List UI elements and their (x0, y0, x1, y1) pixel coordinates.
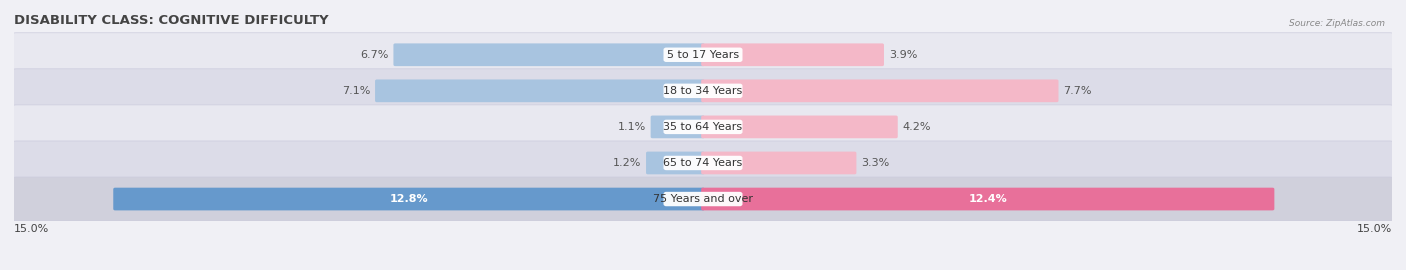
Text: 75 Years and over: 75 Years and over (652, 194, 754, 204)
Text: 15.0%: 15.0% (14, 224, 49, 234)
FancyBboxPatch shape (664, 84, 742, 98)
Text: 65 to 74 Years: 65 to 74 Years (664, 158, 742, 168)
FancyBboxPatch shape (114, 188, 704, 210)
Text: 3.3%: 3.3% (862, 158, 890, 168)
FancyBboxPatch shape (702, 116, 898, 138)
FancyBboxPatch shape (664, 48, 742, 62)
Text: 3.9%: 3.9% (889, 50, 917, 60)
FancyBboxPatch shape (651, 116, 704, 138)
Text: 6.7%: 6.7% (360, 50, 388, 60)
FancyBboxPatch shape (664, 192, 742, 206)
Text: 4.2%: 4.2% (903, 122, 931, 132)
Text: 5 to 17 Years: 5 to 17 Years (666, 50, 740, 60)
FancyBboxPatch shape (702, 79, 1059, 102)
FancyBboxPatch shape (664, 156, 742, 170)
FancyBboxPatch shape (645, 152, 704, 174)
FancyBboxPatch shape (375, 79, 704, 102)
Text: 18 to 34 Years: 18 to 34 Years (664, 86, 742, 96)
Text: 35 to 64 Years: 35 to 64 Years (664, 122, 742, 132)
Text: 15.0%: 15.0% (1357, 224, 1392, 234)
Text: DISABILITY CLASS: COGNITIVE DIFFICULTY: DISABILITY CLASS: COGNITIVE DIFFICULTY (14, 14, 329, 27)
Text: 12.8%: 12.8% (389, 194, 429, 204)
FancyBboxPatch shape (10, 33, 1396, 77)
FancyBboxPatch shape (394, 43, 704, 66)
Text: 1.2%: 1.2% (613, 158, 641, 168)
FancyBboxPatch shape (10, 141, 1396, 185)
Text: 12.4%: 12.4% (969, 194, 1007, 204)
FancyBboxPatch shape (10, 105, 1396, 149)
Text: 1.1%: 1.1% (617, 122, 645, 132)
Text: 7.1%: 7.1% (342, 86, 370, 96)
FancyBboxPatch shape (10, 177, 1396, 221)
FancyBboxPatch shape (664, 120, 742, 134)
Text: Source: ZipAtlas.com: Source: ZipAtlas.com (1289, 19, 1385, 28)
FancyBboxPatch shape (702, 43, 884, 66)
FancyBboxPatch shape (702, 152, 856, 174)
Text: 7.7%: 7.7% (1063, 86, 1092, 96)
FancyBboxPatch shape (702, 188, 1274, 210)
FancyBboxPatch shape (10, 69, 1396, 113)
